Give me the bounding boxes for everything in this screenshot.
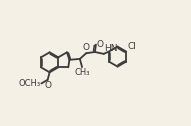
Text: OCH₃: OCH₃ bbox=[19, 79, 41, 88]
Text: O: O bbox=[97, 40, 104, 49]
Text: CH₃: CH₃ bbox=[75, 68, 90, 77]
Text: O: O bbox=[44, 81, 51, 90]
Text: HN: HN bbox=[104, 44, 117, 53]
Text: O: O bbox=[83, 43, 90, 52]
Text: Cl: Cl bbox=[127, 42, 136, 51]
